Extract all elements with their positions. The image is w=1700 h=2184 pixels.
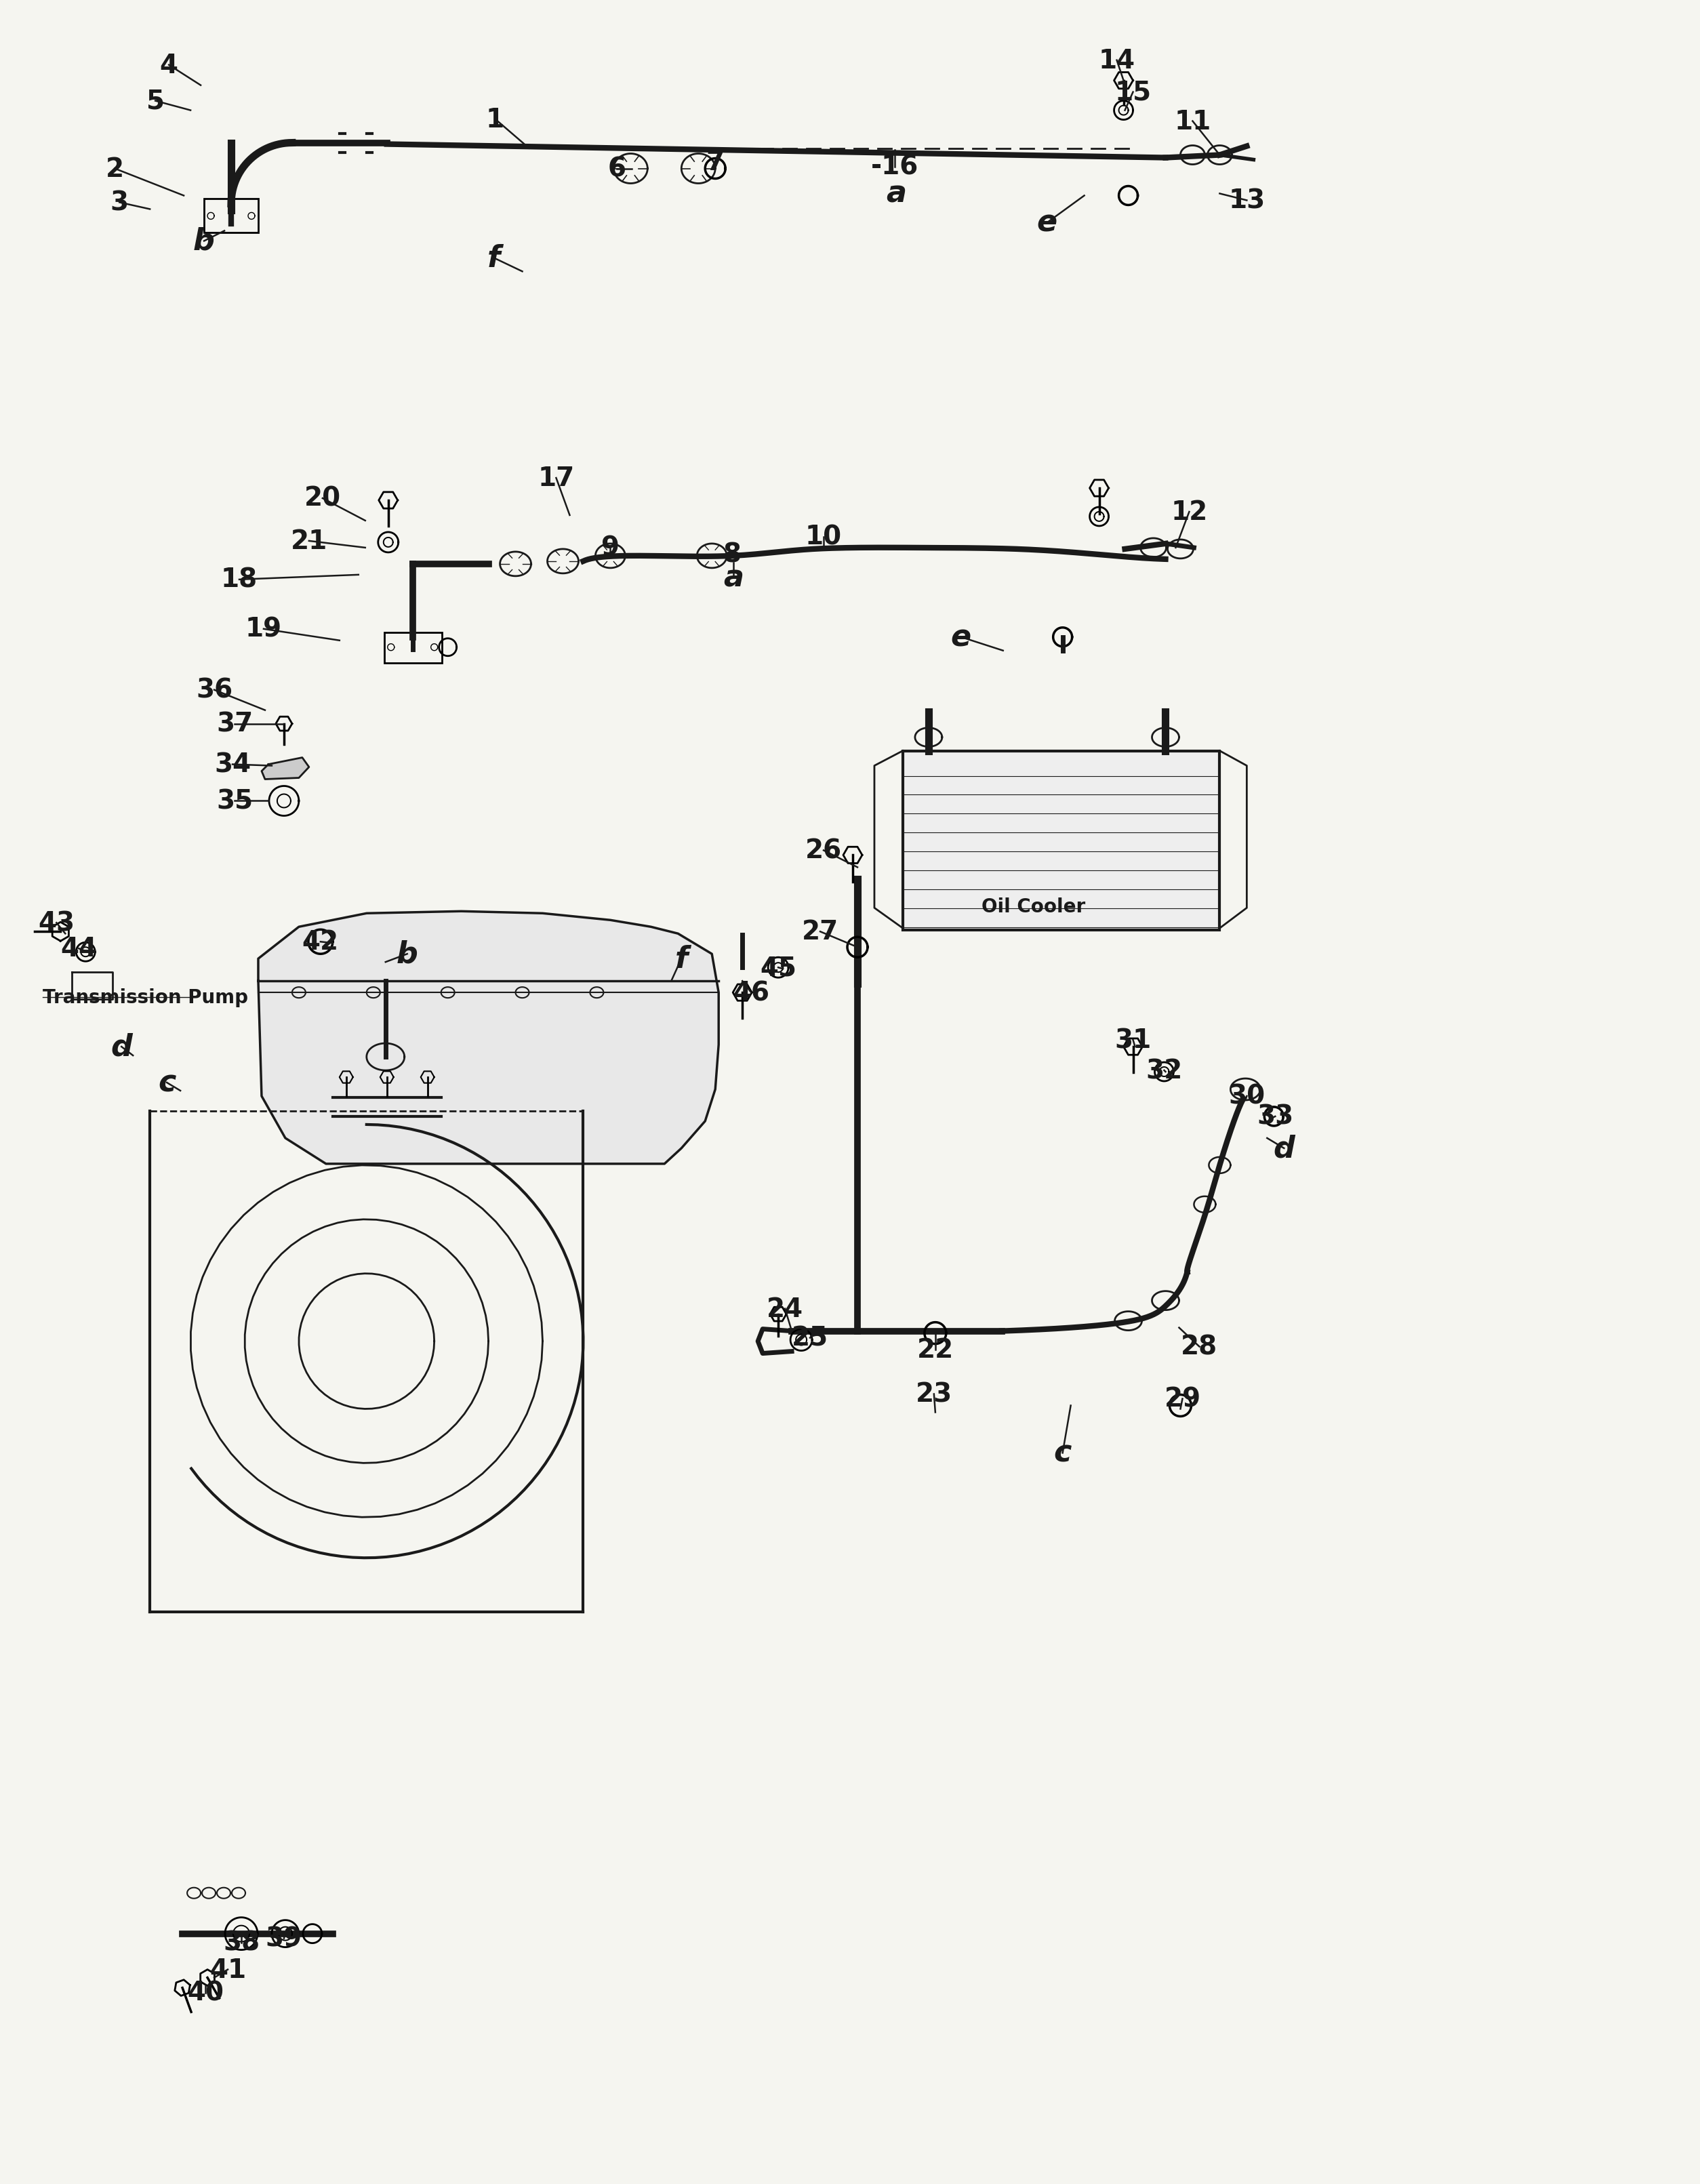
Text: 44: 44 — [61, 937, 97, 961]
Polygon shape — [258, 911, 719, 1164]
Text: a: a — [886, 179, 906, 210]
Text: Transmission Pump: Transmission Pump — [42, 987, 248, 1007]
Text: b: b — [194, 227, 214, 256]
Text: 40: 40 — [187, 1979, 224, 2005]
Text: 35: 35 — [216, 788, 253, 815]
Text: 9: 9 — [602, 535, 619, 561]
Text: 39: 39 — [265, 1926, 303, 1950]
Bar — [204, 199, 258, 234]
Text: 8: 8 — [722, 542, 741, 568]
Text: 18: 18 — [221, 568, 258, 592]
Text: 24: 24 — [767, 1295, 804, 1321]
Text: 28: 28 — [1181, 1334, 1217, 1361]
Text: 5: 5 — [146, 90, 165, 114]
Polygon shape — [262, 758, 309, 780]
Text: 37: 37 — [216, 712, 253, 736]
Text: d: d — [1273, 1133, 1295, 1164]
Text: f: f — [488, 245, 500, 273]
Text: 32: 32 — [1146, 1057, 1183, 1083]
Text: c: c — [1054, 1439, 1071, 1468]
Text: 41: 41 — [209, 1957, 246, 1983]
Text: 27: 27 — [802, 919, 838, 946]
Text: 34: 34 — [214, 751, 252, 778]
Text: 13: 13 — [1229, 188, 1265, 214]
Text: 7: 7 — [705, 149, 724, 175]
Text: b: b — [396, 939, 418, 970]
Text: 2: 2 — [105, 157, 124, 181]
Bar — [903, 751, 1219, 930]
Text: 19: 19 — [245, 616, 282, 642]
Text: d: d — [110, 1033, 133, 1061]
Text: 6: 6 — [609, 157, 626, 181]
Bar — [384, 633, 442, 664]
Text: e: e — [950, 622, 971, 653]
Text: 42: 42 — [303, 928, 338, 954]
Text: 26: 26 — [806, 839, 842, 863]
Text: -16: -16 — [870, 155, 918, 179]
Text: 33: 33 — [1256, 1103, 1294, 1129]
Text: 38: 38 — [223, 1931, 260, 1955]
Text: 3: 3 — [110, 190, 129, 216]
Text: f: f — [675, 943, 688, 974]
Text: 31: 31 — [1115, 1026, 1151, 1053]
Text: Oil Cooler: Oil Cooler — [981, 898, 1085, 917]
Text: 46: 46 — [733, 981, 770, 1005]
Text: 21: 21 — [291, 529, 328, 555]
Text: 1: 1 — [486, 107, 505, 133]
Text: c: c — [158, 1068, 175, 1096]
Text: a: a — [724, 563, 743, 592]
Text: 20: 20 — [304, 485, 342, 511]
Text: 4: 4 — [160, 52, 178, 79]
Text: 29: 29 — [1164, 1387, 1200, 1411]
Text: 12: 12 — [1171, 500, 1207, 524]
Text: 23: 23 — [916, 1380, 952, 1406]
Text: e: e — [1037, 210, 1057, 238]
Text: 14: 14 — [1098, 48, 1136, 74]
Text: 36: 36 — [196, 677, 233, 703]
Text: 43: 43 — [37, 911, 75, 937]
Text: 10: 10 — [806, 524, 842, 550]
Text: 45: 45 — [760, 954, 797, 981]
Text: 22: 22 — [916, 1337, 954, 1363]
Text: 17: 17 — [537, 465, 575, 491]
Text: 15: 15 — [1115, 79, 1151, 105]
Text: 11: 11 — [1175, 109, 1210, 135]
Text: 25: 25 — [792, 1326, 828, 1352]
Text: 30: 30 — [1229, 1083, 1265, 1109]
